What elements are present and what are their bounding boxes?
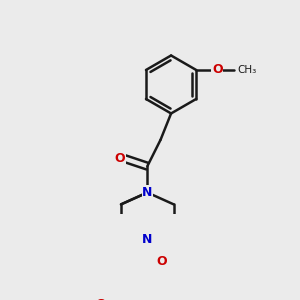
Text: CH₃: CH₃ [237, 65, 256, 75]
Text: O: O [96, 298, 106, 300]
Text: O: O [157, 254, 167, 268]
Text: N: N [142, 233, 153, 247]
Text: O: O [212, 64, 223, 76]
Text: N: N [142, 186, 153, 199]
Text: O: O [114, 152, 125, 165]
